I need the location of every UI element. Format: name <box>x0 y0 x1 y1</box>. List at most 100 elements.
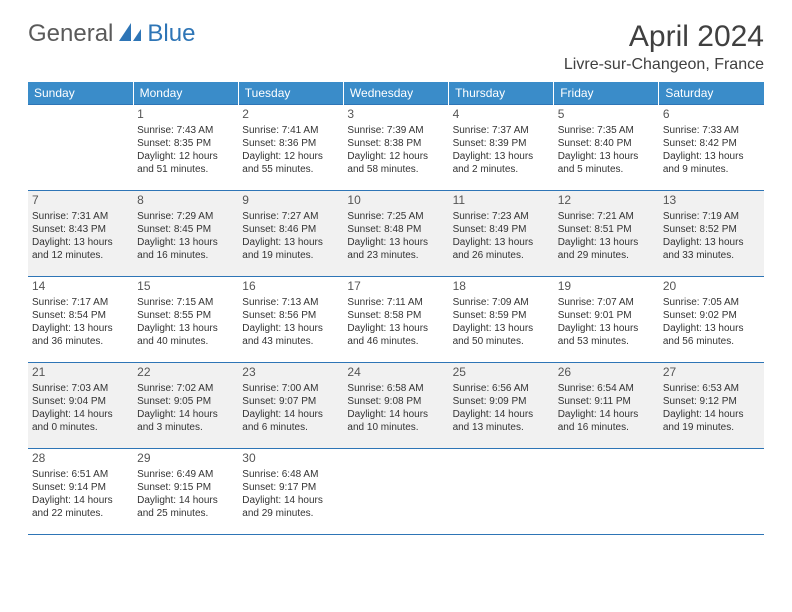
day-info-line: Sunset: 8:43 PM <box>32 223 129 236</box>
day-info-line: and 22 minutes. <box>32 507 129 520</box>
day-info-line: Sunset: 9:14 PM <box>32 481 129 494</box>
day-info-line: Daylight: 13 hours <box>32 236 129 249</box>
day-number: 7 <box>32 193 129 209</box>
location: Livre-sur-Changeon, France <box>564 56 764 74</box>
calendar-day-cell: 6Sunrise: 7:33 AMSunset: 8:42 PMDaylight… <box>659 105 764 191</box>
day-info-line: and 26 minutes. <box>453 249 550 262</box>
day-info-line: and 2 minutes. <box>453 163 550 176</box>
calendar-header-row: SundayMondayTuesdayWednesdayThursdayFrid… <box>28 82 764 105</box>
day-info-line: Sunrise: 7:17 AM <box>32 296 129 309</box>
day-number: 21 <box>32 365 129 381</box>
day-number: 2 <box>242 107 339 123</box>
day-info-line: and 3 minutes. <box>137 421 234 434</box>
day-info-line: Sunset: 8:51 PM <box>558 223 655 236</box>
day-number: 1 <box>137 107 234 123</box>
calendar-day-cell: 16Sunrise: 7:13 AMSunset: 8:56 PMDayligh… <box>238 277 343 363</box>
day-info-line: Daylight: 12 hours <box>347 150 444 163</box>
calendar-day-cell: 17Sunrise: 7:11 AMSunset: 8:58 PMDayligh… <box>343 277 448 363</box>
day-info-line: Daylight: 13 hours <box>558 150 655 163</box>
day-info-line: Sunrise: 7:19 AM <box>663 210 760 223</box>
day-info-line: Daylight: 14 hours <box>347 408 444 421</box>
day-info-line: Sunset: 9:08 PM <box>347 395 444 408</box>
day-info-line: Daylight: 13 hours <box>347 236 444 249</box>
day-info-line: and 56 minutes. <box>663 335 760 348</box>
day-number: 28 <box>32 451 129 467</box>
day-info-line: Sunset: 8:54 PM <box>32 309 129 322</box>
day-number: 13 <box>663 193 760 209</box>
calendar-week-row: 21Sunrise: 7:03 AMSunset: 9:04 PMDayligh… <box>28 363 764 449</box>
day-info-line: Sunrise: 7:37 AM <box>453 124 550 137</box>
calendar-day-cell: 20Sunrise: 7:05 AMSunset: 9:02 PMDayligh… <box>659 277 764 363</box>
day-info-line: and 16 minutes. <box>137 249 234 262</box>
day-info-line: and 6 minutes. <box>242 421 339 434</box>
day-info-line: Daylight: 12 hours <box>242 150 339 163</box>
day-info-line: Sunset: 8:49 PM <box>453 223 550 236</box>
day-info-line: Daylight: 13 hours <box>137 322 234 335</box>
day-info-line: and 36 minutes. <box>32 335 129 348</box>
day-info-line: Sunrise: 7:13 AM <box>242 296 339 309</box>
calendar-day-cell: 18Sunrise: 7:09 AMSunset: 8:59 PMDayligh… <box>449 277 554 363</box>
day-info-line: Daylight: 13 hours <box>558 236 655 249</box>
day-number: 30 <box>242 451 339 467</box>
day-info-line: Sunrise: 7:31 AM <box>32 210 129 223</box>
day-info-line: Daylight: 13 hours <box>32 322 129 335</box>
day-info-line: Sunrise: 7:21 AM <box>558 210 655 223</box>
day-info-line: Daylight: 13 hours <box>663 236 760 249</box>
day-info-line: Sunrise: 6:53 AM <box>663 382 760 395</box>
day-info-line: Daylight: 13 hours <box>663 150 760 163</box>
day-info-line: Sunrise: 7:43 AM <box>137 124 234 137</box>
day-header: Saturday <box>659 82 764 105</box>
day-info-line: and 53 minutes. <box>558 335 655 348</box>
calendar-day-cell: 24Sunrise: 6:58 AMSunset: 9:08 PMDayligh… <box>343 363 448 449</box>
day-info-line: and 0 minutes. <box>32 421 129 434</box>
day-info-line: Sunrise: 7:23 AM <box>453 210 550 223</box>
day-info-line: Sunrise: 7:39 AM <box>347 124 444 137</box>
day-info-line: Sunrise: 7:33 AM <box>663 124 760 137</box>
day-info-line: Sunset: 8:36 PM <box>242 137 339 150</box>
calendar-day-cell: 29Sunrise: 6:49 AMSunset: 9:15 PMDayligh… <box>133 449 238 535</box>
calendar-day-cell: 8Sunrise: 7:29 AMSunset: 8:45 PMDaylight… <box>133 191 238 277</box>
day-info-line: Sunrise: 6:51 AM <box>32 468 129 481</box>
day-info-line: Sunrise: 7:25 AM <box>347 210 444 223</box>
day-info-line: and 46 minutes. <box>347 335 444 348</box>
calendar-day-cell: 4Sunrise: 7:37 AMSunset: 8:39 PMDaylight… <box>449 105 554 191</box>
day-info-line: Sunrise: 7:00 AM <box>242 382 339 395</box>
calendar-day-cell: 27Sunrise: 6:53 AMSunset: 9:12 PMDayligh… <box>659 363 764 449</box>
calendar-day-cell: 2Sunrise: 7:41 AMSunset: 8:36 PMDaylight… <box>238 105 343 191</box>
day-info-line: Sunrise: 6:54 AM <box>558 382 655 395</box>
calendar-table: SundayMondayTuesdayWednesdayThursdayFrid… <box>28 82 764 535</box>
calendar-day-cell: 25Sunrise: 6:56 AMSunset: 9:09 PMDayligh… <box>449 363 554 449</box>
day-number: 3 <box>347 107 444 123</box>
day-number: 14 <box>32 279 129 295</box>
day-info-line: Sunrise: 7:29 AM <box>137 210 234 223</box>
day-info-line: and 58 minutes. <box>347 163 444 176</box>
day-info-line: Sunrise: 7:35 AM <box>558 124 655 137</box>
calendar-week-row: 1Sunrise: 7:43 AMSunset: 8:35 PMDaylight… <box>28 105 764 191</box>
day-info-line: Sunset: 8:59 PM <box>453 309 550 322</box>
day-info-line: Daylight: 14 hours <box>242 408 339 421</box>
day-number: 24 <box>347 365 444 381</box>
day-info-line: and 50 minutes. <box>453 335 550 348</box>
day-info-line: and 19 minutes. <box>663 421 760 434</box>
calendar-day-cell: 1Sunrise: 7:43 AMSunset: 8:35 PMDaylight… <box>133 105 238 191</box>
day-info-line: Sunrise: 7:03 AM <box>32 382 129 395</box>
day-info-line: Daylight: 14 hours <box>663 408 760 421</box>
day-number: 9 <box>242 193 339 209</box>
day-info-line: Sunset: 9:09 PM <box>453 395 550 408</box>
day-info-line: Sunrise: 6:48 AM <box>242 468 339 481</box>
calendar-day-cell <box>659 449 764 535</box>
day-info-line: Sunset: 9:11 PM <box>558 395 655 408</box>
day-info-line: Sunset: 8:38 PM <box>347 137 444 150</box>
calendar-day-cell <box>554 449 659 535</box>
calendar-day-cell: 14Sunrise: 7:17 AMSunset: 8:54 PMDayligh… <box>28 277 133 363</box>
calendar-day-cell: 3Sunrise: 7:39 AMSunset: 8:38 PMDaylight… <box>343 105 448 191</box>
day-info-line: Sunset: 8:48 PM <box>347 223 444 236</box>
calendar-day-cell: 30Sunrise: 6:48 AMSunset: 9:17 PMDayligh… <box>238 449 343 535</box>
calendar-day-cell: 13Sunrise: 7:19 AMSunset: 8:52 PMDayligh… <box>659 191 764 277</box>
day-info-line: Sunrise: 7:15 AM <box>137 296 234 309</box>
calendar-day-cell: 26Sunrise: 6:54 AMSunset: 9:11 PMDayligh… <box>554 363 659 449</box>
day-info-line: and 55 minutes. <box>242 163 339 176</box>
day-info-line: Daylight: 14 hours <box>32 494 129 507</box>
day-info-line: Sunrise: 7:07 AM <box>558 296 655 309</box>
day-number: 6 <box>663 107 760 123</box>
